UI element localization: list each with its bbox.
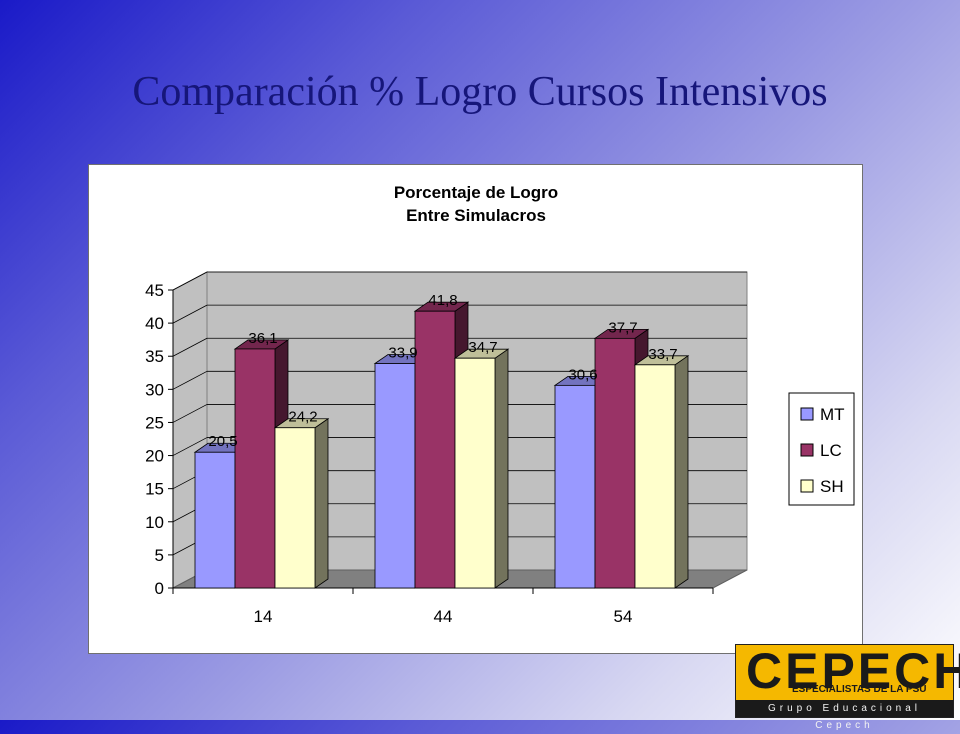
bar-side-face: [494, 348, 509, 589]
data-label-sh-54: 33,7: [648, 346, 677, 363]
bar-front-face: [234, 348, 276, 589]
y-tick-label: 30: [145, 380, 164, 399]
bar-sh-44: [453, 348, 510, 589]
bar-sh-14: [273, 417, 330, 589]
logo-wordmark: CEPECH: [746, 643, 960, 699]
gridline-side: [172, 370, 208, 390]
y-tick-label: 35: [145, 347, 164, 366]
y-tick-label: 15: [145, 480, 164, 499]
y-tick-label: 45: [145, 281, 164, 300]
chart-title-line-1: Porcentaje de Logro: [394, 183, 558, 202]
data-label-mt-54: 30,6: [568, 366, 597, 383]
legend-swatch-mt: [800, 407, 814, 421]
bar-side-face: [314, 417, 329, 589]
data-label-lc-14: 36,1: [248, 330, 277, 347]
logo-bar-text: Grupo Educacional Cepech: [736, 700, 953, 731]
bar-front-face: [374, 363, 416, 589]
legend-label-mt: MT: [820, 405, 845, 424]
data-label-mt-44: 33,9: [388, 345, 417, 362]
y-tick-label: 25: [145, 413, 164, 432]
y-tick-label: 0: [155, 579, 164, 598]
bar-front-face: [454, 357, 496, 589]
gridline-side: [172, 437, 208, 456]
legend: MT LC SH: [788, 392, 855, 506]
bar-front-face: [274, 427, 316, 589]
gridline-side: [172, 404, 208, 423]
data-label-sh-44: 34,7: [468, 339, 497, 356]
data-label-lc-44: 41,8: [428, 292, 457, 309]
legend-box: [788, 392, 855, 506]
bar-front-face: [194, 451, 236, 589]
data-label-mt-14: 20,5: [208, 433, 237, 450]
bar-sh-54: [633, 355, 690, 589]
data-label-sh-14: 24,2: [288, 409, 317, 426]
legend-label-lc: LC: [820, 441, 842, 460]
bar-front-face: [414, 310, 456, 589]
legend-swatch-lc: [800, 443, 814, 457]
cepech-logo: CEPECH ESPECIALISTAS DE LA PSU Grupo Edu…: [735, 644, 960, 731]
legend-swatch-sh: [800, 479, 814, 493]
bar-chart: Porcentaje de Logro Entre Simulacros 0 5 10 1…: [145, 183, 855, 626]
y-tick-label: 10: [145, 513, 164, 532]
bar-front-face: [554, 384, 596, 589]
x-tick-label: 14: [254, 607, 273, 626]
logo-tagline: ESPECIALISTAS DE LA PSU: [792, 684, 927, 695]
y-tick-label: 20: [145, 447, 164, 466]
gridline-side: [172, 337, 208, 357]
gridline-side: [172, 271, 208, 291]
legend-label-sh: SH: [820, 477, 844, 496]
chart-title-line-2: Entre Simulacros: [406, 206, 546, 225]
bar-front-face: [634, 364, 676, 589]
data-label-lc-54: 37,7: [608, 319, 637, 336]
x-tick-label: 54: [614, 607, 633, 626]
x-tick-label: 44: [434, 607, 453, 626]
slide-title: Comparación % Logro Cursos Intensivos: [132, 69, 828, 115]
bar-front-face: [594, 337, 636, 589]
y-tick-label: 40: [145, 314, 164, 333]
bar-side-face: [674, 355, 689, 589]
chart-frame: Porcentaje de Logro Entre Simulacros 0 5 10 1…: [88, 164, 863, 654]
gridline-side: [172, 304, 208, 324]
y-tick-label: 5: [155, 546, 164, 565]
